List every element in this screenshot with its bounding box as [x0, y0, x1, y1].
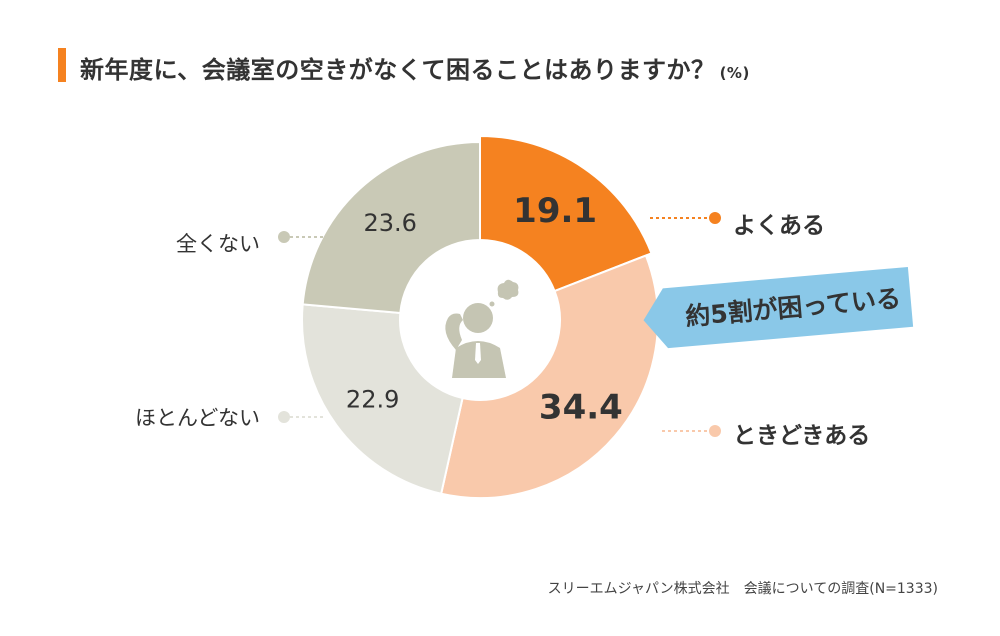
leader-dot-tokidoki — [709, 425, 721, 437]
title-text: 新年度に、会議室の空きがなくて困ることはありますか？ — [80, 56, 716, 84]
legend-label-mattaku: 全くない — [176, 232, 260, 256]
value-label-tokidoki: 34.4 — [539, 388, 623, 428]
donut-slice-hotondo — [301, 303, 464, 495]
chart-title: 新年度に、会議室の空きがなくて困ることはありますか？ (%) — [80, 50, 750, 85]
leader-dot-mattaku — [278, 231, 290, 243]
leader-dot-yoku — [709, 212, 721, 224]
value-label-hotondo: 22.9 — [346, 386, 399, 414]
source-note: スリーエムジャパン株式会社 会議についての調査(N=1333) — [547, 581, 938, 597]
donut-slice-tokidoki — [439, 254, 659, 499]
title-unit: (%) — [719, 64, 750, 82]
person-tie — [475, 343, 481, 364]
value-label-mattaku: 23.6 — [363, 209, 416, 237]
title-accent-bar — [58, 48, 66, 82]
legend-label-hotondo: ほとんどない — [135, 406, 260, 430]
thinking-person-icon — [445, 279, 519, 378]
callout-fill — [643, 266, 914, 349]
donut-slice-mattaku — [301, 140, 481, 315]
callout-bubble: 約5割が困っている — [643, 266, 923, 349]
legend-label-yoku: よくある — [733, 213, 825, 239]
value-label-yoku: 19.1 — [513, 191, 597, 231]
donut-slice-yoku — [479, 134, 653, 293]
callout-shape — [643, 266, 914, 349]
leader-dot-hotondo — [278, 411, 290, 423]
legend-label-tokidoki: ときどきある — [733, 423, 871, 449]
